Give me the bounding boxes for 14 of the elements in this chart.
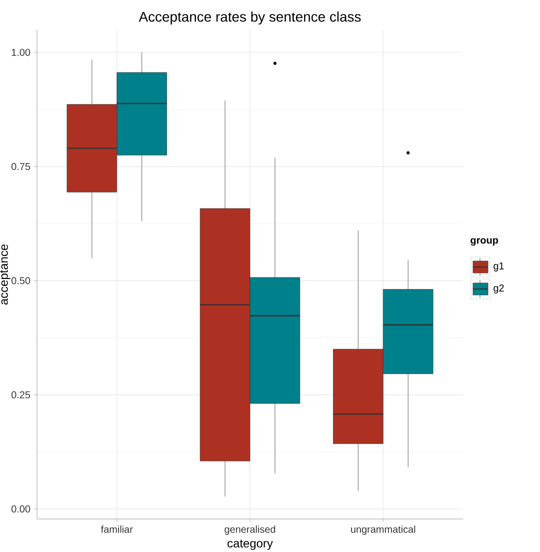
x-tick-label: familiar: [100, 526, 133, 533]
x-axis-title: category: [228, 540, 273, 550]
x-tick-label: generalised: [224, 526, 276, 535]
legend-label: g1: [494, 262, 504, 272]
legend-label: g2: [494, 284, 504, 294]
x-tick-label: ungrammatical: [351, 526, 416, 535]
y-tick-label: 0.25: [11, 391, 30, 398]
legend-title: group: [470, 238, 498, 246]
y-axis-title: acceptance: [0, 244, 10, 305]
y-tick-label: 0.50: [11, 277, 30, 284]
y-tick-label: 0.75: [11, 162, 30, 170]
chart-title: Acceptance rates by sentence class: [138, 11, 361, 24]
y-tick-label: 0.00: [11, 505, 30, 512]
y-tick-label: 1.00: [12, 48, 30, 56]
